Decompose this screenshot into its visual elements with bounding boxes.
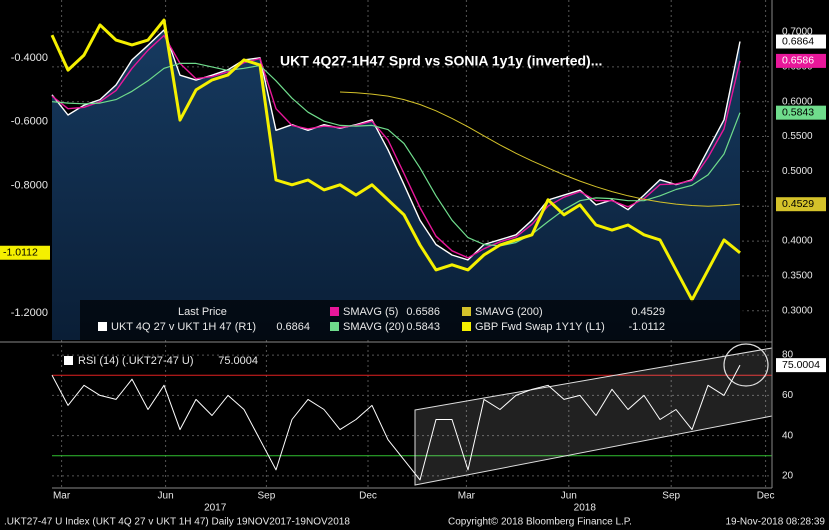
legend-box: [80, 300, 745, 340]
legend-swatch: [462, 307, 471, 316]
legend-value: 0.6586: [406, 306, 440, 318]
x-tick-label: Mar: [458, 491, 476, 502]
x-tick-label: Dec: [757, 491, 775, 502]
value-flag: [776, 105, 826, 120]
value-flag-label: 0.6864: [782, 35, 814, 47]
series-line: [339, 91, 741, 207]
chart-title: UKT 4Q27-1H47 Sprd vs SONIA 1y1y (invert…: [280, 53, 602, 69]
footer-left: .UKT27-47 U Index (UKT 4Q 27 v UKT 1H 47…: [4, 517, 350, 528]
series-line: [51, 364, 741, 481]
value-flag-label: -1.0112: [3, 247, 38, 259]
y-tick-label: 20: [782, 471, 794, 482]
value-flag: [0, 245, 50, 260]
legend-label: SMAVG (5): [343, 306, 398, 318]
legend-label: UKT 4Q 27 v UKT 1H 47 (R1): [111, 321, 256, 333]
y-tick-label: -1.2000: [11, 307, 48, 319]
price-area: [52, 30, 740, 340]
x-group-label: 2018: [574, 503, 597, 514]
y-tick-label: 60: [782, 390, 794, 401]
legend-value: 0.4529: [631, 306, 665, 318]
x-tick-label: Dec: [359, 491, 377, 502]
legend-label: SMAVG (20): [343, 321, 405, 333]
y-tick-label: 80: [782, 350, 794, 361]
legend-swatch: [330, 307, 339, 316]
x-tick-label: Sep: [662, 491, 680, 502]
legend-swatch: [330, 322, 339, 331]
legend-value: 75.0004: [218, 355, 258, 367]
legend-value: 0.6864: [276, 321, 310, 333]
value-flag: [776, 34, 826, 49]
legend-swatch: [462, 322, 471, 331]
legend-label: SMAVG (200): [475, 306, 543, 318]
value-flag-label: 0.4529: [782, 198, 814, 210]
legend-label: RSI (14) (.UKT27-47 U): [78, 355, 194, 367]
legend-swatch: [64, 356, 73, 365]
y2-tick-label: 0.5000: [782, 166, 813, 177]
y2-tick-label: 0.3500: [782, 271, 813, 282]
y2-tick-label: 0.4000: [782, 236, 813, 247]
circle-annotation: [723, 343, 769, 387]
y-tick-label: -0.8000: [11, 179, 48, 191]
value-flag: [776, 358, 826, 373]
legend-title: Last Price: [178, 306, 227, 318]
value-flag-label: 0.5843: [782, 106, 814, 118]
x-tick-label: Jun: [158, 491, 174, 502]
legend-value: -1.0112: [629, 321, 666, 333]
x-tick-label: Sep: [258, 491, 276, 502]
legend-value: 0.5843: [406, 321, 440, 333]
y2-tick-label: 0.3000: [782, 305, 813, 316]
legend-label: GBP Fwd Swap 1Y1Y (L1): [475, 321, 605, 333]
y-tick-label: -0.6000: [11, 116, 48, 128]
value-flag: [776, 197, 826, 212]
x-group-label: 2017: [204, 503, 227, 514]
y2-tick-label: 0.7000: [782, 27, 813, 38]
x-tick-label: Jun: [561, 491, 577, 502]
value-flag-label: 0.6586: [782, 55, 814, 67]
y-tick-label: -0.4000: [11, 52, 48, 64]
y2-tick-label: 0.6000: [782, 96, 813, 107]
legend-swatch: [98, 322, 107, 331]
x-tick-label: Mar: [53, 491, 71, 502]
value-flag: [776, 53, 826, 68]
y2-tick-label: 0.5500: [782, 131, 813, 142]
footer-center: Copyright© 2018 Bloomberg Finance L.P.: [448, 517, 632, 528]
footer-right: 19-Nov-2018 08:28:39: [725, 517, 825, 528]
y-tick-label: 40: [782, 430, 794, 441]
value-flag-label: 75.0004: [782, 359, 820, 371]
series-line: [51, 62, 741, 247]
series-line: [50, 18, 741, 302]
